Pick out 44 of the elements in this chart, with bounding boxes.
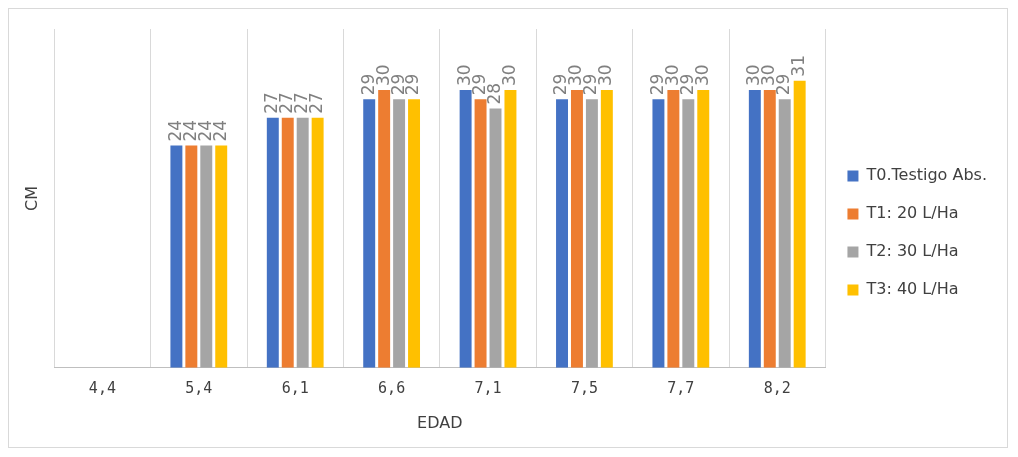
bar [652,99,665,368]
bar [408,99,421,368]
bar [489,108,502,368]
bar [378,89,391,368]
bar [393,99,406,368]
bar [682,99,695,368]
bar [266,117,279,368]
bar [296,117,309,368]
bar [170,145,183,368]
y-axis-title: CM [21,185,41,211]
legend-label: T0.Testigo Abs. [865,165,987,185]
legend-label: T1: 20 L/Ha [865,203,959,223]
data-label: 31 [788,55,809,77]
x-tick-label: 5,4 [185,378,213,397]
x-tick-label: 8,2 [763,378,791,397]
bar [748,89,761,368]
bar [281,117,294,368]
bar [474,99,487,368]
bar [585,99,598,368]
x-tick-label: 7,5 [570,378,598,397]
x-tick-label: 6,6 [378,378,406,397]
bar [459,89,472,368]
x-tick-label: 7,7 [667,378,695,397]
legend-label: T2: 30 L/Ha [865,241,959,261]
data-label: 30 [498,64,519,86]
bar [763,89,776,368]
bar [793,80,806,368]
bar [215,145,228,368]
bar [600,89,613,368]
bar [697,89,710,368]
x-tick-label: 7,1 [474,378,502,397]
bar [556,99,568,368]
x-tick-label: 6,1 [281,378,309,397]
bar [200,145,213,368]
legend-label: T3: 40 L/Ha [865,279,959,299]
bar [667,89,680,368]
bar [363,99,376,368]
bar [570,89,583,368]
bar [311,117,324,368]
x-axis-title: EDAD [417,412,463,432]
bar [778,99,791,368]
bar [185,145,198,368]
x-tick-label: 4,4 [88,378,116,397]
bar [504,89,517,368]
